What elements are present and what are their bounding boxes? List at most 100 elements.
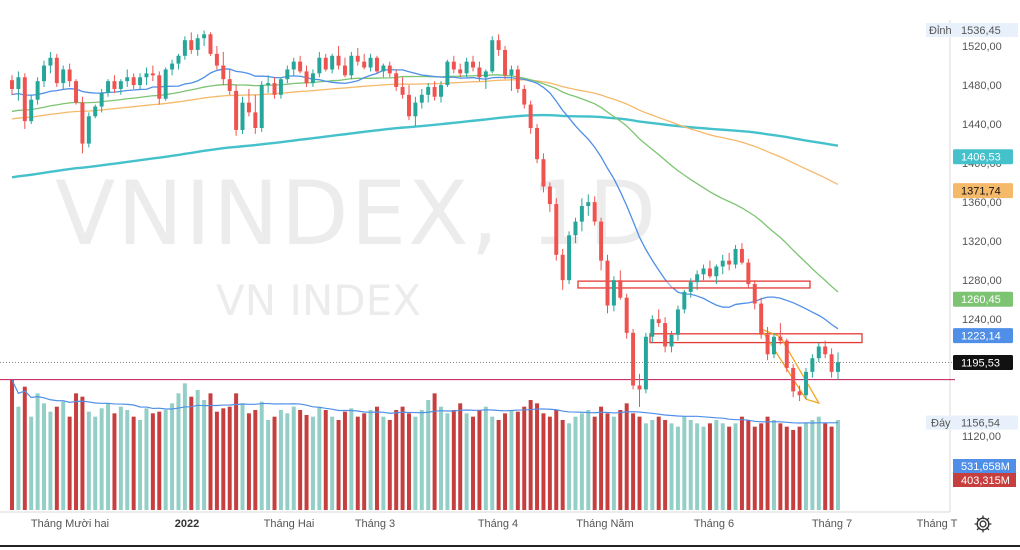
volume-bar [285, 413, 290, 510]
volume-bar [195, 390, 200, 510]
candle-body [310, 73, 315, 84]
candle-body [272, 83, 277, 95]
settings-gear-icon[interactable] [973, 514, 993, 534]
volume-bar [112, 413, 117, 510]
candle-body [304, 71, 309, 84]
candle-body [208, 34, 213, 54]
time-axis-tick: Tháng Năm [576, 518, 633, 530]
volume-bar [246, 413, 251, 510]
candle-body [432, 87, 437, 97]
volume-bar [419, 410, 424, 510]
volume-bar [496, 420, 501, 510]
candle-body [42, 65, 47, 82]
price-axis-tick: 1240,00 [962, 314, 1002, 326]
volume-bar [291, 406, 296, 510]
support-zones [577, 280, 863, 405]
volume-bar [637, 416, 642, 510]
volume-bar [528, 400, 533, 510]
volume-bar [259, 401, 264, 510]
ma200-tag-bg [953, 149, 1013, 165]
volume-bar [515, 411, 520, 510]
candle-body [727, 260, 732, 265]
volume-bar [624, 403, 629, 510]
candle-body [374, 57, 379, 72]
volume-ma-line [11, 379, 839, 424]
volume-bar [381, 416, 386, 510]
volume-bar [778, 423, 783, 510]
candle-body [496, 40, 501, 50]
candle-body [528, 104, 533, 128]
ma20-line [11, 68, 839, 330]
volume-bar [10, 380, 14, 510]
volume-bar [477, 410, 482, 510]
candle-body [387, 65, 392, 74]
candle-body [707, 268, 712, 277]
volume-bar [170, 403, 175, 510]
candle-body [637, 385, 642, 390]
candle-body [586, 202, 591, 207]
ma20-tag-text: 1223,14 [961, 331, 1001, 343]
volume-bar [67, 416, 72, 510]
volume-bar [99, 408, 104, 510]
candle-body [573, 221, 578, 236]
candle-body [29, 99, 34, 122]
candle-body [547, 186, 552, 205]
candle-body [221, 65, 226, 80]
volume-bar [733, 423, 738, 510]
candle-body [759, 303, 764, 335]
candle-body [202, 34, 207, 39]
price-axis-tick: 1280,00 [962, 275, 1002, 287]
volume-bar [29, 416, 34, 510]
volume-bar [554, 410, 559, 510]
volume-bar [400, 406, 405, 510]
candle-body [605, 260, 610, 306]
volume-bar [471, 416, 476, 510]
candle-body [106, 81, 111, 93]
price-axis-tick: 1440,00 [962, 119, 1002, 131]
high-value: 1536,45 [961, 25, 1001, 37]
volume-bar [791, 430, 796, 510]
volume-bar [157, 411, 162, 510]
candle-body [246, 102, 251, 113]
volume-bar [739, 416, 744, 510]
candle-body [176, 55, 181, 64]
volume-bar [298, 410, 303, 510]
candle-body [80, 102, 85, 144]
volume-bar [202, 400, 207, 510]
candle-body [650, 319, 655, 337]
candle-body [656, 319, 661, 324]
volume-bar [592, 416, 597, 510]
volume-bar [234, 393, 239, 510]
candle-body [323, 57, 328, 70]
candle-body [112, 81, 117, 89]
candle-body [733, 248, 738, 265]
volume-bars [10, 379, 840, 510]
price-axis-tick: 1360,00 [962, 197, 1002, 209]
volume-bar [567, 423, 572, 510]
volume-bar [599, 406, 604, 510]
volume-tag-text: 531,658M [961, 461, 1010, 473]
time-axis-tick: Tháng 3 [355, 518, 395, 530]
candle-body [541, 159, 546, 187]
time-axis-tick: 2022 [175, 518, 199, 530]
candle-body [317, 57, 322, 74]
candle-body [285, 69, 290, 80]
price-tags: 1406,53 1371,74 1260,45 1223,14 1195,53 531,6… [926, 23, 1018, 487]
candle-body [765, 334, 770, 355]
volume-bar [266, 420, 271, 510]
ma100-tag-bg [953, 183, 1013, 199]
volume-bar [182, 383, 187, 510]
volume-bar [272, 416, 277, 510]
volume-bar [144, 408, 149, 510]
volume-bar [682, 416, 687, 510]
candle-body [823, 346, 828, 355]
candle-body [816, 346, 821, 359]
volume-bar [829, 426, 834, 510]
ma50-tag-text: 1260,45 [961, 294, 1001, 306]
volume-bar [720, 423, 725, 510]
candle-body [234, 90, 239, 130]
candle-body [266, 83, 271, 86]
ma20-tag-bg [953, 328, 1013, 344]
volume-bar [61, 401, 66, 510]
candle-body [631, 332, 636, 386]
